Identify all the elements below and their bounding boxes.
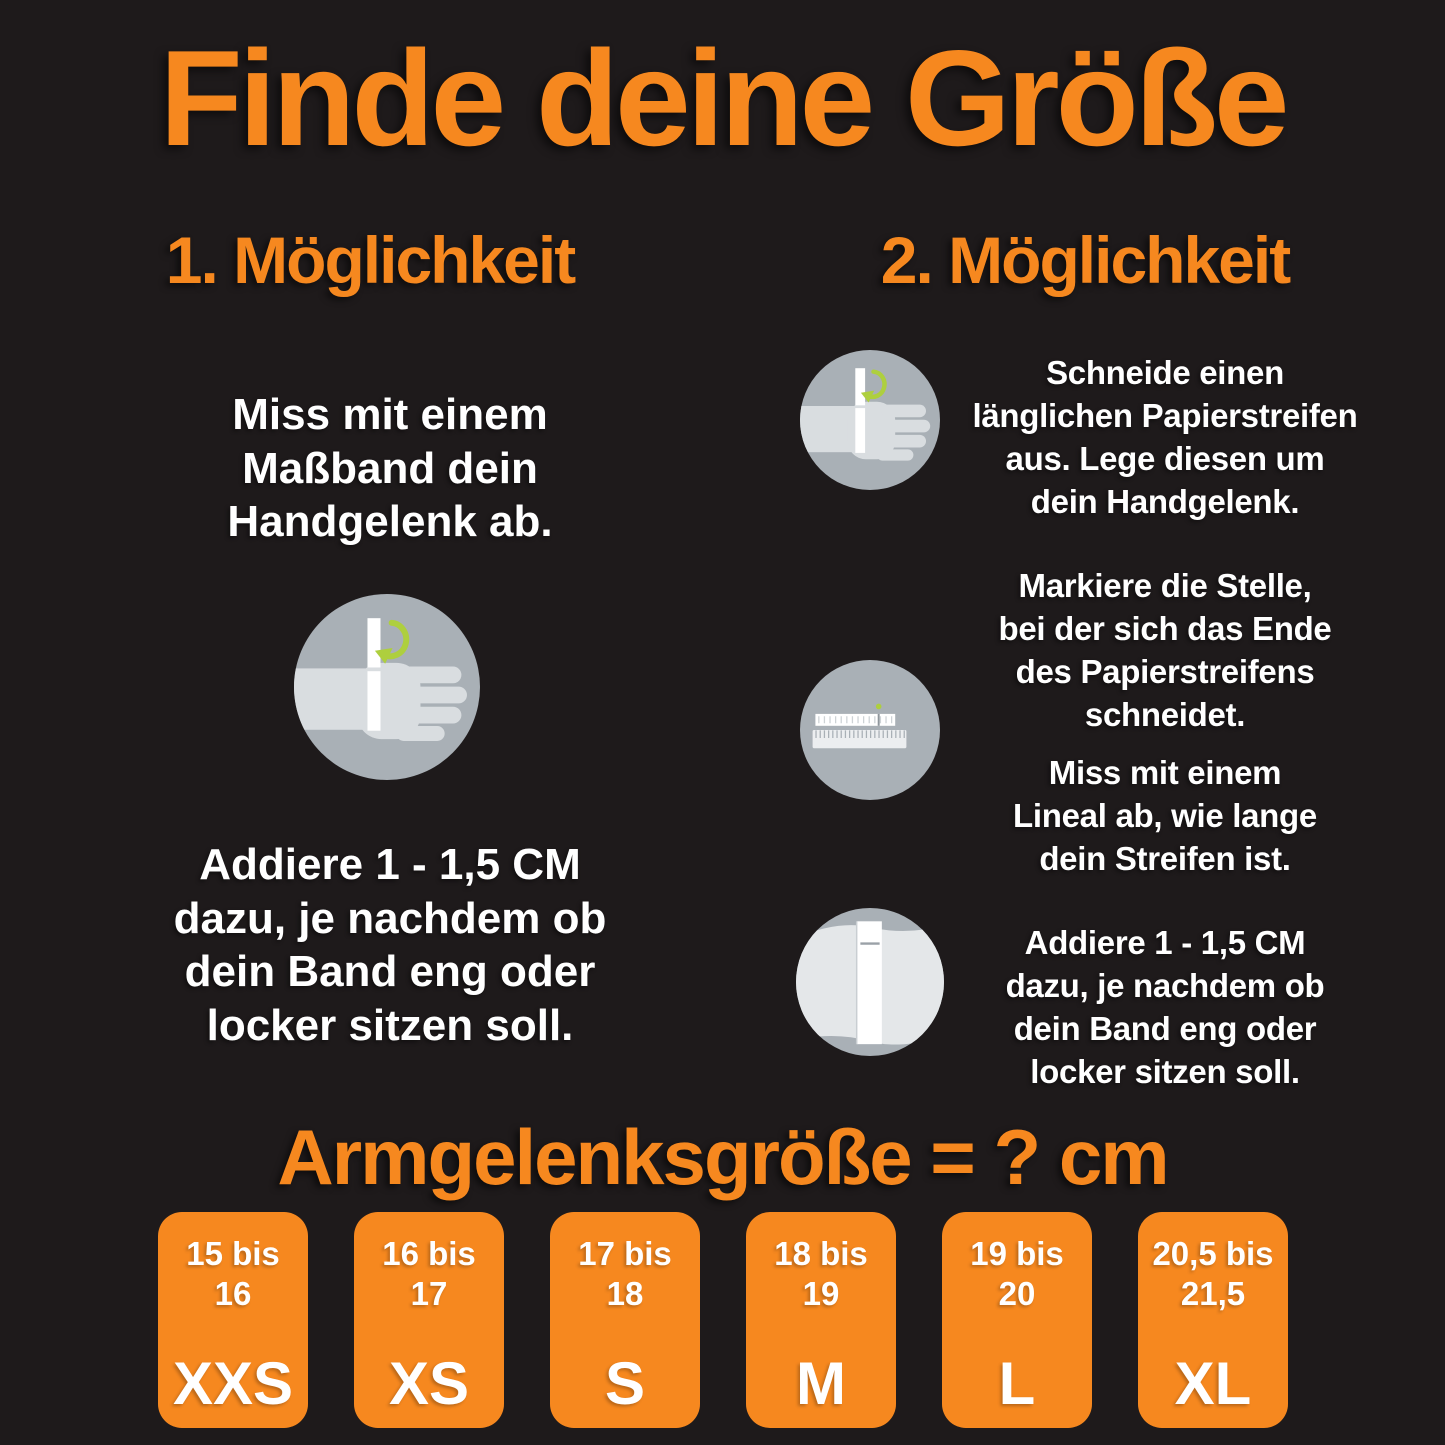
method2-step2-text: Markiere die Stelle, bei der sich das En… bbox=[998, 567, 1332, 733]
size-range: 19 bis 20 bbox=[970, 1235, 1064, 1313]
size-label: L bbox=[998, 1350, 1036, 1417]
size-card-s: 17 bis 18 S bbox=[550, 1212, 700, 1428]
size-label: XS bbox=[388, 1350, 470, 1417]
method2-step4-text: Addiere 1 - 1,5 CM dazu, je nachdem ob d… bbox=[1005, 924, 1325, 1090]
size-range: 15 bis 16 bbox=[186, 1235, 280, 1313]
ruler-measure-icon bbox=[800, 660, 940, 800]
size-card-m: 18 bis 19 M bbox=[746, 1212, 896, 1428]
method1-step1-text: Miss mit einem Maßband dein Handgelenk a… bbox=[227, 390, 553, 547]
size-card-xxs: 15 bis 16 XXS bbox=[158, 1212, 308, 1428]
size-label: S bbox=[604, 1350, 646, 1417]
method2-step3-text: Miss mit einem Lineal ab, wie lange dein… bbox=[1013, 754, 1317, 877]
size-range: 20,5 bis 21,5 bbox=[1152, 1235, 1274, 1313]
size-label: XL bbox=[1174, 1350, 1252, 1417]
wrist-paper-strip-icon bbox=[800, 350, 940, 490]
size-label: M bbox=[796, 1350, 846, 1417]
size-card-xl: 20,5 bis 21,5 XL bbox=[1138, 1212, 1288, 1428]
method2-step1-text: Schneide einen länglichen Papierstreifen… bbox=[972, 354, 1358, 520]
size-range: 18 bis 19 bbox=[774, 1235, 868, 1313]
size-card-l: 19 bis 20 L bbox=[942, 1212, 1092, 1428]
wrist-size-heading: Armgelenksgröße = ? cm bbox=[277, 1113, 1169, 1201]
method2-heading: 2. Möglichkeit bbox=[880, 223, 1291, 297]
size-range: 17 bis 18 bbox=[578, 1235, 672, 1313]
size-range: 16 bis 17 bbox=[382, 1235, 476, 1313]
page-title: Finde deine Größe bbox=[159, 22, 1290, 174]
paper-strip-icon bbox=[796, 908, 944, 1056]
size-label: XXS bbox=[172, 1350, 294, 1417]
size-card-xs: 16 bis 17 XS bbox=[354, 1212, 504, 1428]
method1-heading: 1. Möglichkeit bbox=[165, 223, 576, 297]
size-table: 15 bis 16 XXS 16 bis 17 XS 17 bis 18 S 1… bbox=[158, 1212, 1288, 1428]
wrist-measuring-band-icon bbox=[294, 594, 480, 780]
method1-step2-text: Addiere 1 - 1,5 CM dazu, je nachdem ob d… bbox=[173, 840, 607, 1051]
